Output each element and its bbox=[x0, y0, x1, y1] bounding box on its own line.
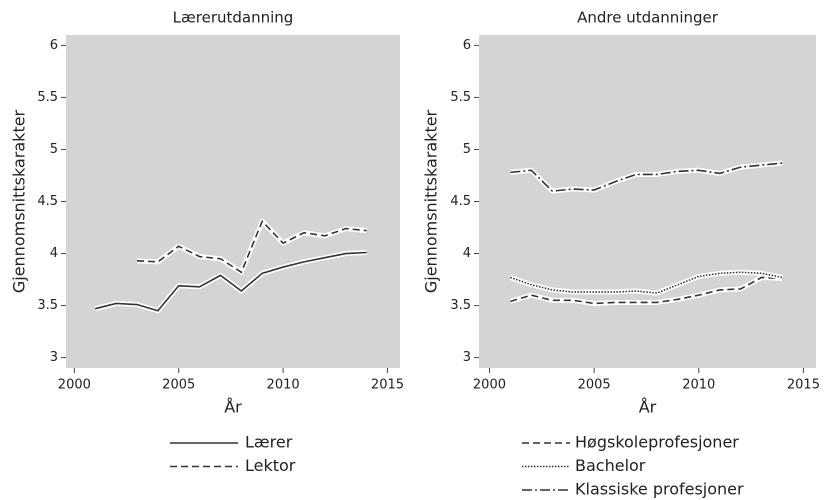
y-axis-label: Gjennomsnittskarakter bbox=[10, 109, 29, 293]
legend-label: Bachelor bbox=[575, 456, 646, 475]
x-tick-label: 2010 bbox=[267, 378, 300, 393]
y-tick-label: 4 bbox=[463, 246, 471, 261]
x-tick-label: 2000 bbox=[58, 378, 91, 393]
chart-title: Lærerutdanning bbox=[173, 9, 294, 27]
x-tick-label: 2005 bbox=[162, 378, 195, 393]
y-tick-label: 5 bbox=[463, 142, 471, 157]
plot-area bbox=[66, 35, 400, 368]
series-line bbox=[136, 219, 367, 274]
y-tick-label: 4.5 bbox=[450, 194, 471, 209]
y-tick-label: 3 bbox=[50, 350, 58, 365]
y-tick-label: 5.5 bbox=[450, 90, 471, 105]
y-tick-label: 6 bbox=[463, 38, 471, 53]
x-axis-label: År bbox=[224, 398, 242, 417]
series-line bbox=[510, 276, 783, 305]
y-tick-label: 3 bbox=[463, 350, 471, 365]
legend-label: Lektor bbox=[245, 456, 296, 475]
x-axis-label: År bbox=[639, 398, 657, 417]
legend-label: Høgskoleprofesjoner bbox=[575, 433, 739, 452]
y-tick-label: 3.5 bbox=[37, 298, 58, 313]
x-tick-label: 2015 bbox=[787, 378, 820, 393]
x-tick-label: 2000 bbox=[473, 378, 506, 393]
chart-title: Andre utdanninger bbox=[577, 9, 719, 27]
series-line bbox=[510, 271, 783, 294]
x-tick-label: 2015 bbox=[371, 378, 404, 393]
legend-label: Lærer bbox=[245, 433, 293, 452]
y-tick-label: 4 bbox=[50, 246, 58, 261]
y-tick-label: 6 bbox=[50, 38, 58, 53]
y-axis-label: Gjennomsnittskarakter bbox=[422, 109, 441, 293]
y-tick-label: 5.5 bbox=[37, 90, 58, 105]
y-tick-label: 4.5 bbox=[37, 194, 58, 209]
x-tick-label: 2005 bbox=[578, 378, 611, 393]
y-tick-label: 5 bbox=[50, 142, 58, 157]
series-line bbox=[510, 162, 783, 192]
x-tick-label: 2010 bbox=[682, 378, 715, 393]
legend-label: Klassiske profesjoner bbox=[575, 480, 744, 499]
y-tick-label: 3.5 bbox=[450, 298, 471, 313]
series-line bbox=[95, 251, 367, 312]
plot-area bbox=[479, 35, 816, 368]
